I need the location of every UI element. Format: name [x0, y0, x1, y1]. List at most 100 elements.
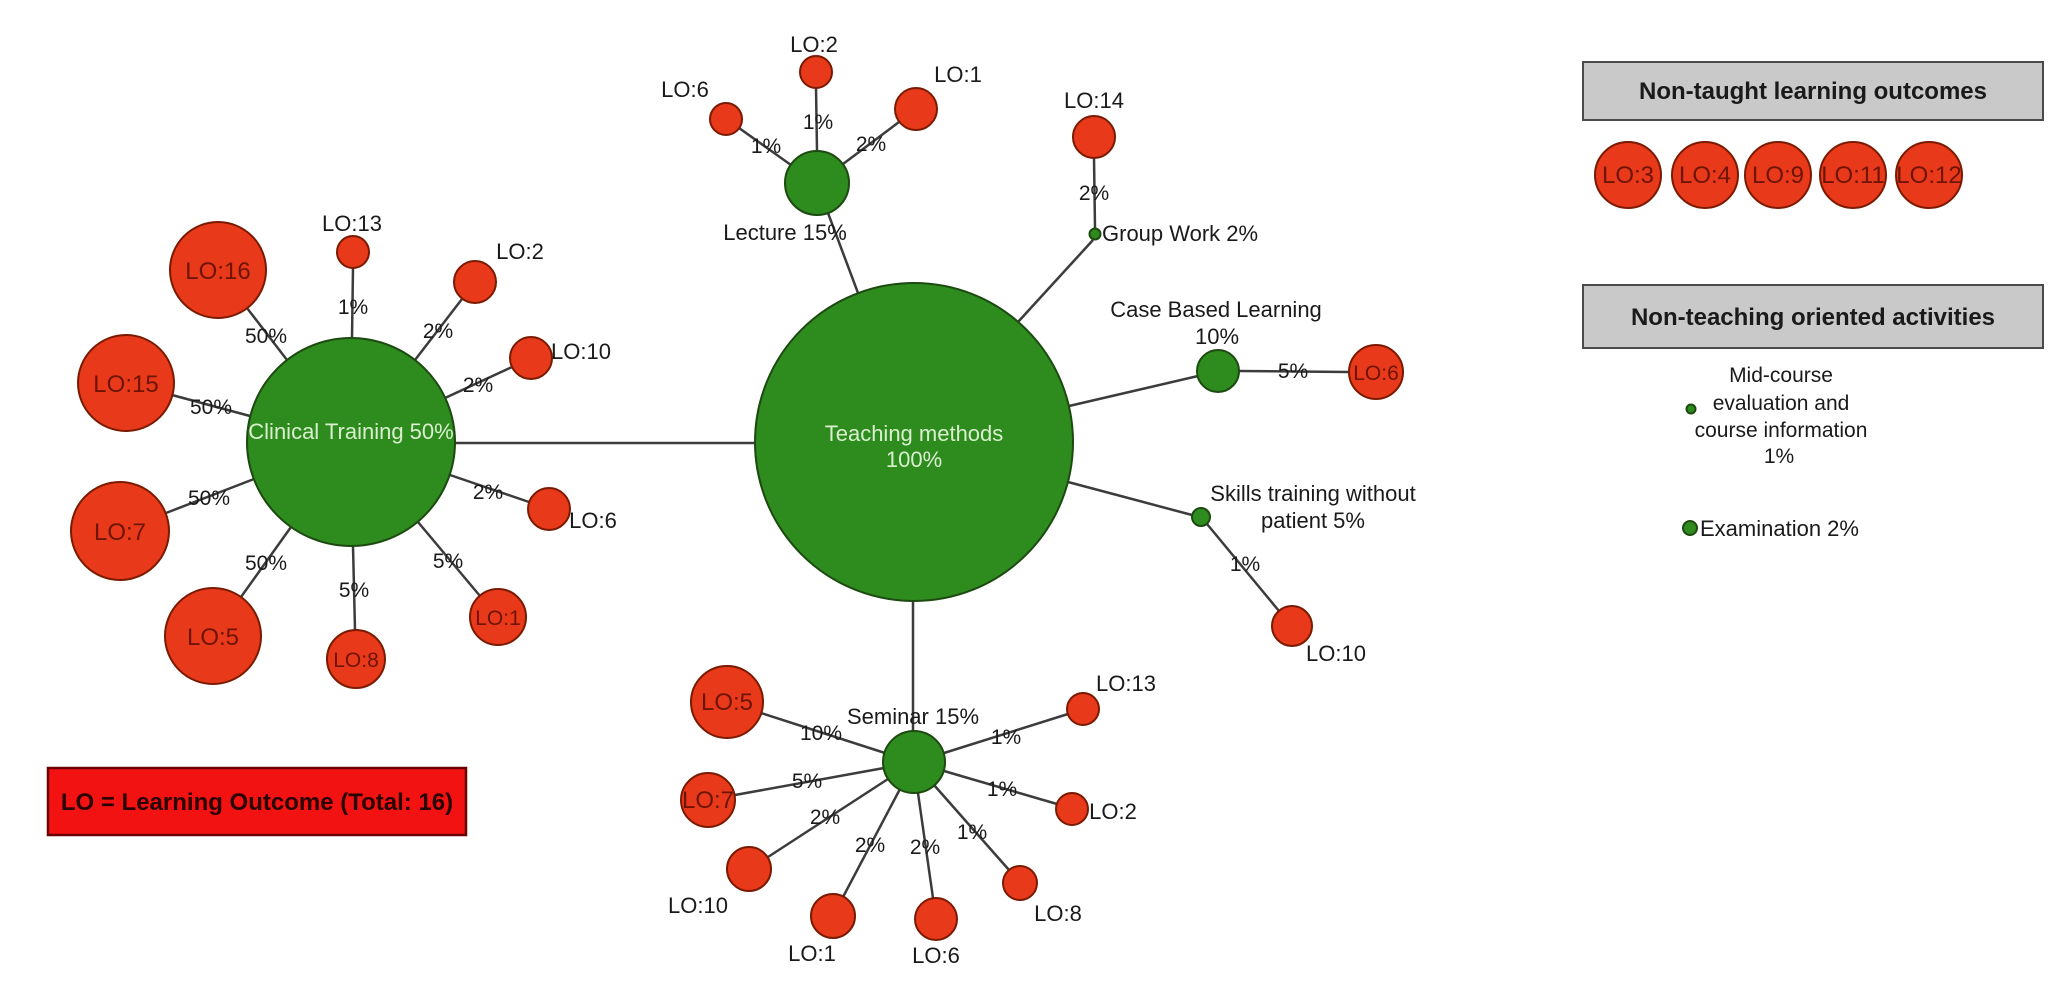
edge-clinical-lo16: [246, 307, 288, 361]
seminar-lo1-pct: 2%: [855, 834, 885, 857]
node-seminar-lo5: [690, 665, 764, 739]
case-based-lo6-pct: 5%: [1278, 360, 1308, 383]
legend-label: LO = Learning Outcome (Total: 16): [61, 789, 453, 816]
non-teaching-title: Non-teaching oriented activities: [1631, 304, 1995, 331]
node-seminar: [882, 730, 946, 794]
skills-label-line2: patient 5%: [1261, 508, 1365, 533]
seminar-lo7-label: LO:7: [682, 787, 734, 814]
clinical-lo6-pct: 2%: [473, 481, 503, 504]
seminar-lo8-label: LO:8: [1034, 901, 1082, 926]
edge-seminar-lo7: [734, 766, 885, 797]
seminar-lo5-label: LO:5: [701, 689, 753, 716]
edge-clinical-lo13: [350, 267, 355, 339]
clinical-lo8-label: LO:8: [333, 649, 379, 672]
node-seminar-lo1: [810, 893, 856, 939]
node-group-work: [1088, 227, 1102, 241]
edge-lines: [165, 87, 1349, 899]
node-clinical-lo7: [70, 481, 170, 581]
node-seminar-lo13: [1066, 692, 1100, 726]
non-taught-title: Non-taught learning outcomes: [1639, 78, 1987, 105]
clinical-lo7-pct: 50%: [188, 487, 230, 510]
node-case-based-learning: [1196, 349, 1240, 393]
examination-dot: [1682, 520, 1698, 536]
case-based-label-line2: 10%: [1195, 324, 1239, 349]
edge-root-case-based: [1068, 374, 1199, 408]
edge-seminar-lo1: [841, 788, 902, 898]
lecture-lo2-label: LO:2: [790, 32, 838, 57]
edge-skills-lo10: [1206, 523, 1280, 612]
edge-group-work-lo14: [1092, 157, 1097, 229]
seminar-lo5-pct: 10%: [800, 722, 842, 745]
edge-clinical-lo5: [239, 526, 293, 598]
node-lecture: [784, 150, 850, 216]
edge-root-group-work: [1017, 239, 1094, 323]
edge-seminar-lo2: [943, 769, 1058, 806]
seminar-lo1-label: LO:1: [788, 941, 836, 966]
node-clinical-lo2: [453, 260, 497, 304]
lecture-label: Lecture 15%: [723, 220, 847, 245]
lecture-lo2-pct: 1%: [803, 111, 833, 134]
group-work-lo14-label: LO:14: [1064, 88, 1124, 113]
lecture-lo1-pct: 2%: [856, 133, 886, 156]
lecture-lo1-label: LO:1: [934, 62, 982, 87]
clinical-lo15-label: LO:15: [93, 371, 158, 398]
seminar-lo10-label: LO:10: [668, 893, 728, 918]
node-seminar-lo2: [1055, 792, 1089, 826]
edge-clinical-lo15: [171, 393, 251, 418]
node-clinical-lo15: [77, 334, 175, 432]
edge-root-skills: [1067, 480, 1193, 517]
edge-clinical-lo10: [444, 365, 513, 400]
edge-seminar-lo8: [933, 784, 1010, 871]
node-case-based-lo6: [1348, 344, 1404, 400]
node-lecture-lo2: [799, 55, 833, 89]
clinical-lo1-label: LO:1: [475, 607, 521, 630]
clinical-lo16-label: LO:16: [185, 258, 250, 285]
edge-lecture-lo6: [738, 126, 792, 167]
node-nontaught-lo3: [1594, 141, 1662, 209]
edge-seminar-lo10: [767, 777, 889, 859]
node-skills-lo10: [1271, 605, 1313, 647]
clinical-lo13-label: LO:13: [322, 211, 382, 236]
midcourse-dot: [1685, 403, 1697, 415]
node-seminar-lo6: [914, 897, 958, 941]
edge-seminar-lo5: [760, 711, 886, 755]
nontaught-lo9-label: LO:9: [1752, 162, 1804, 189]
node-seminar-lo10: [726, 846, 772, 892]
clinical-training-label: Clinical Training 50%: [248, 419, 453, 444]
activity-nodes: [246, 150, 1698, 794]
legend-box: [46, 766, 468, 837]
clinical-lo1-pct: 5%: [433, 550, 463, 573]
edge-case-based-lo6: [1238, 369, 1349, 374]
clinical-lo2-label: LO:2: [496, 239, 544, 264]
clinical-lo8-pct: 5%: [339, 579, 369, 602]
edge-seminar-lo6: [916, 792, 935, 899]
group-work-lo14-pct: 2%: [1079, 182, 1109, 205]
clinical-lo13-pct: 1%: [338, 296, 368, 319]
edge-root-lecture: [826, 212, 860, 294]
node-clinical-lo6: [527, 487, 571, 531]
lecture-lo6-pct: 1%: [751, 135, 781, 158]
edge-lecture-lo1: [842, 121, 900, 165]
clinical-lo5-label: LO:5: [187, 624, 239, 651]
outcome-inner-labels: LO:16 LO:15 LO:7 LO:5 LO:8 LO:1 LO:6 LO:…: [93, 162, 1961, 814]
lecture-lo6-label: LO:6: [661, 77, 709, 102]
node-nontaught-lo9: [1744, 141, 1812, 209]
seminar-lo6-label: LO:6: [912, 943, 960, 968]
examination-label: Examination 2%: [1700, 516, 1859, 541]
skills-lo10-pct: 1%: [1230, 553, 1260, 576]
node-nontaught-lo11: [1819, 141, 1887, 209]
nontaught-lo3-label: LO:3: [1602, 162, 1654, 189]
teaching-methods-label: Teaching methods: [825, 421, 1004, 446]
edge-clinical-lo2: [414, 298, 463, 361]
seminar-lo2-pct: 1%: [987, 778, 1017, 801]
skills-lo10-label: LO:10: [1306, 641, 1366, 666]
node-skills-training: [1191, 507, 1211, 527]
clinical-lo15-pct: 50%: [190, 396, 232, 419]
edge-clinical-lo8: [351, 545, 357, 631]
node-clinical-lo13: [336, 235, 370, 269]
non-teaching-header-box: [1582, 284, 2044, 349]
midcourse-label-line4: 1%: [1764, 445, 1794, 468]
nontaught-lo11-label: LO:11: [1821, 162, 1885, 189]
node-seminar-lo7: [680, 772, 736, 828]
